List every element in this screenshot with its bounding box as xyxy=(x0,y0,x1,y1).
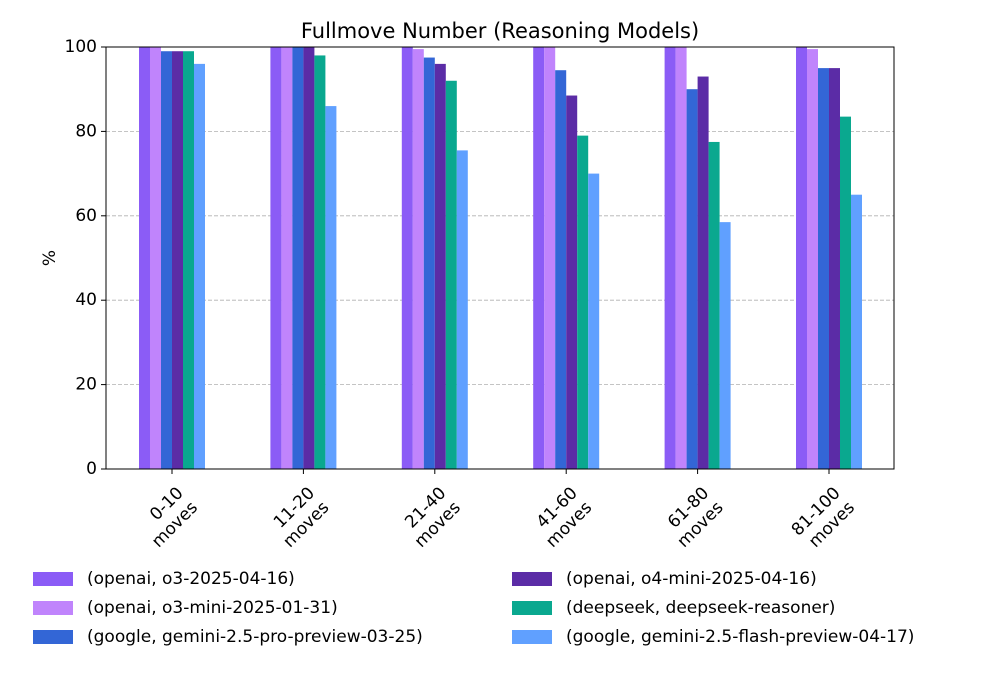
legend-item: (openai, o4-mini-2025-04-16) xyxy=(512,569,817,589)
legend-item: (deepseek, deepseek-reasoner) xyxy=(512,598,835,618)
bar xyxy=(807,49,818,470)
bar xyxy=(325,106,337,469)
bar xyxy=(292,47,304,469)
bar xyxy=(183,51,194,469)
bar xyxy=(796,47,807,469)
bar xyxy=(412,49,424,470)
bar xyxy=(588,173,600,469)
x-tick-label: 41-60moves xyxy=(528,483,597,552)
y-axis: 0 20 40 60 80 100 xyxy=(65,37,106,479)
bar xyxy=(818,68,829,469)
bar xyxy=(697,76,709,469)
bar xyxy=(577,135,589,469)
plot-frame xyxy=(105,46,895,470)
bar xyxy=(555,70,567,470)
bar xyxy=(664,47,676,469)
y-tick-label: 20 xyxy=(75,375,97,395)
legend-swatch xyxy=(512,630,552,644)
y-tick-label: 100 xyxy=(65,37,97,57)
bar xyxy=(270,47,282,469)
bar xyxy=(851,194,862,469)
legend-swatch xyxy=(33,630,73,644)
bar xyxy=(172,51,183,469)
grid-lines xyxy=(106,130,894,386)
legend-label: (openai, o3-mini-2025-01-31) xyxy=(87,598,338,618)
bar xyxy=(139,47,150,469)
bar xyxy=(840,116,851,469)
bar xyxy=(829,68,840,469)
x-axis: 0-10moves 11-20moves 21-40moves 41-60moves 6… xyxy=(134,469,859,554)
bar xyxy=(566,95,578,469)
bar xyxy=(150,47,161,469)
legend-swatch xyxy=(512,572,552,586)
x-tick-label: 11-20moves xyxy=(265,483,334,552)
bar xyxy=(456,150,468,469)
legend-label: (openai, o3-2025-04-16) xyxy=(87,569,295,589)
y-tick-label: 80 xyxy=(75,121,97,141)
legend-swatch xyxy=(512,601,552,615)
y-tick-label: 0 xyxy=(86,459,97,479)
chart-title: Fullmove Number (Reasoning Models) xyxy=(301,19,699,43)
bar xyxy=(161,51,172,469)
y-tick-label: 40 xyxy=(75,290,97,310)
legend-item: (openai, o3-2025-04-16) xyxy=(33,569,295,589)
bar xyxy=(533,47,545,469)
bar xyxy=(314,55,326,469)
bar xyxy=(675,47,687,469)
y-axis-label: % xyxy=(40,250,60,266)
legend-label: (openai, o4-mini-2025-04-16) xyxy=(566,569,817,589)
legend-swatch xyxy=(33,572,73,586)
bar xyxy=(719,222,731,469)
bar xyxy=(303,47,315,469)
bar xyxy=(686,89,698,469)
legend-label: (google, gemini-2.5-flash-preview-04-17) xyxy=(566,627,914,647)
bar xyxy=(708,141,720,469)
bar xyxy=(434,63,446,469)
legend-item: (google, gemini-2.5-flash-preview-04-17) xyxy=(512,627,914,647)
bar xyxy=(544,47,556,469)
bars xyxy=(139,47,862,470)
bar xyxy=(423,57,435,470)
x-tick-label: 0-10moves xyxy=(134,483,203,552)
bar xyxy=(401,47,413,469)
legend-label: (google, gemini-2.5-pro-preview-03-25) xyxy=(87,627,423,647)
bar xyxy=(445,80,457,469)
legend-label: (deepseek, deepseek-reasoner) xyxy=(566,598,835,618)
legend-item: (google, gemini-2.5-pro-preview-03-25) xyxy=(33,627,423,647)
x-tick-label: 61-80moves xyxy=(659,483,728,552)
bar xyxy=(281,47,293,469)
y-tick-label: 60 xyxy=(75,206,97,226)
bar xyxy=(194,63,205,469)
legend: (openai, o3-2025-04-16) (openai, o3-mini-… xyxy=(33,569,914,647)
x-tick-label: 21-40moves xyxy=(396,483,465,552)
x-tick-label: 81-100moves xyxy=(788,483,859,554)
legend-item: (openai, o3-mini-2025-01-31) xyxy=(33,598,338,618)
legend-swatch xyxy=(33,601,73,615)
